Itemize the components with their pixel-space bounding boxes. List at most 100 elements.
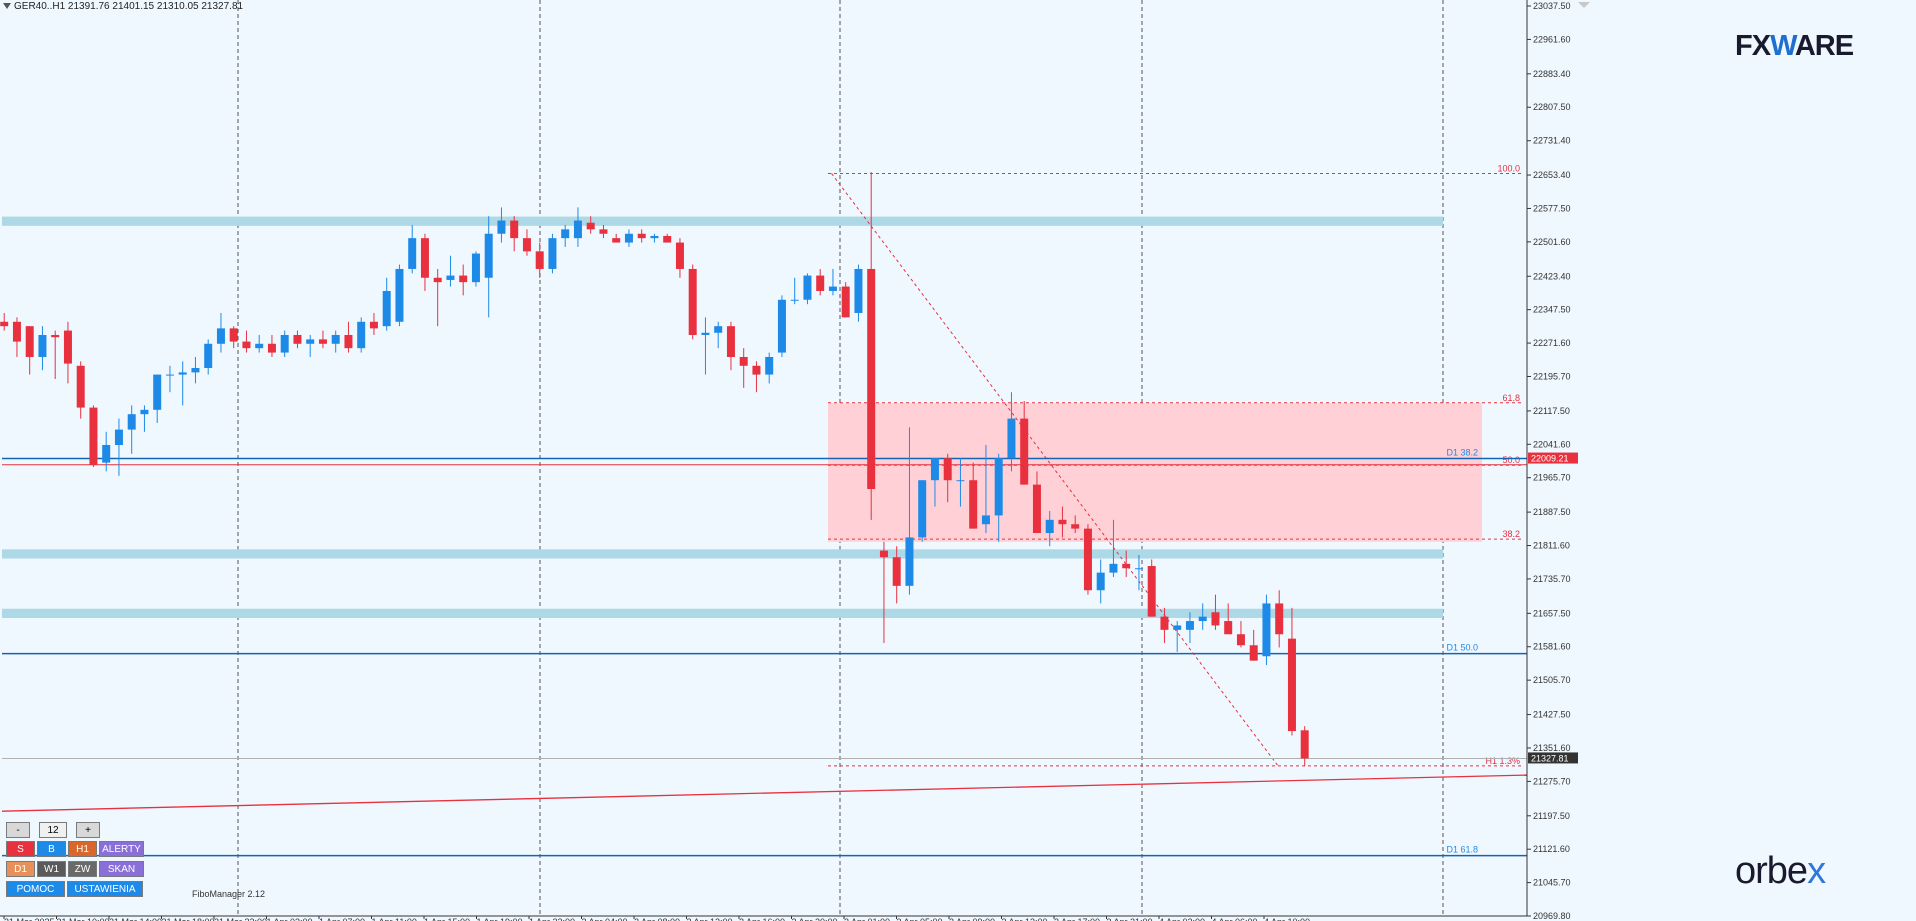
sell-button[interactable]: S (6, 841, 35, 857)
price-tick-label: 22807.50 (1533, 102, 1571, 112)
bull-candle (905, 537, 914, 586)
sr-zone (2, 608, 1443, 618)
price-tick-label: 23037.50 (1533, 1, 1571, 11)
bull-candle (280, 334, 289, 353)
bear-candle (892, 557, 901, 586)
bear-candle (1275, 603, 1284, 635)
increase-button[interactable]: + (76, 822, 100, 838)
price-tick-label: 21581.60 (1533, 642, 1571, 652)
time-tick-label: 3 Apr 01:00 (844, 917, 890, 921)
bull-candle (854, 268, 863, 313)
bear-candle (76, 365, 85, 408)
bear-candle (1287, 638, 1296, 732)
d1-button[interactable]: D1 (6, 861, 35, 877)
bear-candle (1071, 524, 1080, 529)
bear-candle (1147, 566, 1156, 617)
price-axis: 23037.50 22961.60 22883.40 22807.50 22731.40… (1526, 0, 1916, 921)
bear-candle (433, 277, 442, 283)
buy-button[interactable]: B (37, 841, 66, 857)
candles (0, 172, 1309, 767)
bear-candle (535, 251, 544, 269)
help-button[interactable]: POMOC (6, 881, 65, 897)
settings-button[interactable]: USTAWIENIA (67, 881, 143, 897)
bear-candle (586, 222, 595, 230)
time-tick-label: 31 Mar 2025 (4, 917, 55, 921)
price-tick-label: 21045.70 (1533, 878, 1571, 888)
bear-candle (1020, 418, 1029, 485)
fib-diagonal-line (831, 173, 1279, 767)
price-tick-label: 22347.50 (1533, 305, 1571, 315)
zw-button[interactable]: ZW (68, 861, 97, 877)
bear-candle (0, 321, 9, 327)
price-tick-label: 21197.50 (1533, 811, 1570, 821)
bull-candle (1007, 418, 1016, 459)
bear-candle (1211, 612, 1220, 626)
scroll-marker-icon[interactable] (1578, 2, 1590, 8)
time-tick-label: 2 Apr 16:00 (739, 917, 785, 921)
bull-candle (714, 326, 723, 333)
bear-candle (943, 458, 952, 481)
bull-candle (930, 458, 939, 481)
time-tick-label: 4 Apr 06:00 (1212, 917, 1258, 921)
bear-candle (369, 321, 378, 329)
price-tag (1528, 452, 1578, 464)
bear-candle (1032, 484, 1041, 534)
bear-candle (816, 275, 825, 291)
bull-candle (331, 334, 340, 344)
bear-candle (1236, 634, 1245, 646)
support-resistance-zones (2, 216, 1443, 618)
horizontal-level-label: D1 50.0 (1446, 643, 1478, 653)
bull-candle (408, 238, 417, 269)
time-tick-label: 2 Apr 08:00 (634, 917, 680, 921)
bull-candle (1262, 603, 1271, 657)
bear-candle (1249, 645, 1258, 661)
fib-level-label: H1 1.3% (1485, 756, 1520, 766)
bear-candle (51, 334, 60, 338)
bear-candle (599, 229, 608, 234)
bull-candle (956, 480, 965, 482)
bull-candle (382, 290, 391, 327)
decrease-button[interactable]: - (6, 822, 30, 838)
bull-candle (981, 515, 990, 525)
bear-candle (510, 220, 519, 239)
bull-candle (1173, 625, 1182, 630)
sr-zone (2, 216, 1443, 226)
bear-candle (675, 242, 684, 269)
bull-candle (127, 414, 136, 430)
bull-candle (191, 367, 200, 373)
price-tick-label: 22731.40 (1533, 136, 1571, 146)
bear-candle (612, 238, 621, 243)
price-tag-label: 22009.21 (1531, 454, 1569, 464)
fxware-logo-part-3: ARE (1794, 30, 1854, 62)
period-value[interactable]: 12 (39, 822, 67, 838)
bull-candle (701, 332, 710, 335)
bull-candle (153, 374, 162, 410)
price-tick-label: 22577.50 (1533, 203, 1571, 213)
bull-candle (624, 233, 633, 243)
bear-candle (459, 275, 468, 283)
alerts-button[interactable]: ALERTY (99, 841, 144, 857)
bull-candle (255, 343, 264, 349)
time-tick-label: 1 Apr 11:00 (372, 917, 417, 921)
time-tick-label: 4 Apr 10:00 (1264, 917, 1310, 921)
bull-candle (1096, 572, 1105, 591)
bull-candle (650, 235, 659, 239)
bull-candle (114, 429, 123, 446)
time-tick-label: 3 Apr 09:00 (949, 917, 995, 921)
bear-candle (841, 286, 850, 318)
dropdown-triangle-icon (3, 3, 11, 10)
price-tick-label: 21505.70 (1533, 675, 1571, 685)
h1-button[interactable]: H1 (68, 841, 97, 857)
price-tick-label: 22883.40 (1533, 69, 1571, 79)
bull-candle (102, 445, 111, 463)
bull-candle (918, 480, 927, 538)
price-tick-label: 20969.80 (1533, 911, 1571, 921)
orbex-logo-part-2: x (1807, 850, 1826, 892)
scan-button[interactable]: SKAN (99, 861, 144, 877)
w1-button[interactable]: W1 (37, 861, 66, 877)
price-tick-label: 22117.50 (1533, 406, 1570, 416)
bear-candle (1122, 563, 1131, 569)
fxware-logo-part-2: W (1770, 30, 1796, 62)
bull-candle (1185, 621, 1194, 630)
